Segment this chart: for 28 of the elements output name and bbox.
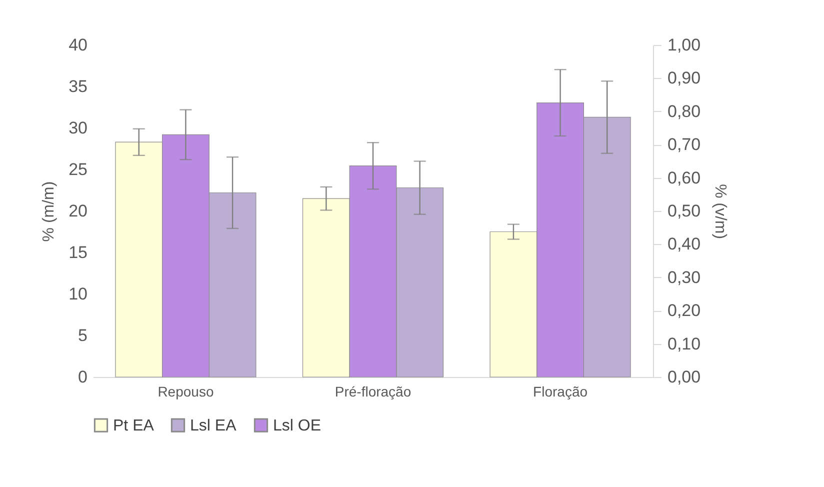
y2-tick-label: 0,10 xyxy=(668,334,701,354)
legend-label: Pt EA xyxy=(113,417,154,434)
y2-tick-label: 0,50 xyxy=(668,202,701,220)
y-tick-label: 15 xyxy=(68,243,88,262)
y-tick-label: 40 xyxy=(68,36,88,54)
y-tick-label: 35 xyxy=(68,77,88,96)
x-tick-label: Floração xyxy=(533,384,588,400)
y-tick-label: 20 xyxy=(68,202,88,220)
y-tick-label: 5 xyxy=(78,326,88,345)
x-tick-label: Pré-floração xyxy=(334,384,412,400)
y-axis-title: % (m/m) xyxy=(40,181,58,242)
y2-tick-label: 0,20 xyxy=(668,301,701,320)
y2-tick-label: 0,60 xyxy=(668,168,701,188)
legend-label: Lsl EA xyxy=(190,417,237,434)
x-tick-label: Repouso xyxy=(158,384,214,400)
y2-axis-title: % (v/m) xyxy=(712,184,729,240)
y2-tick-label: 0,40 xyxy=(668,234,701,254)
y-tick-label: 25 xyxy=(68,160,88,179)
y2-tick-label: 0,00 xyxy=(668,368,701,386)
y2-tick-label: 0,30 xyxy=(668,268,701,287)
y2-tick-label: 1,00 xyxy=(668,36,701,54)
y-tick-label: 30 xyxy=(68,118,88,138)
y-tick-label: 10 xyxy=(68,284,88,304)
y-tick-label: 0 xyxy=(78,368,88,386)
y2-tick-label: 0,80 xyxy=(668,102,701,121)
legend-label: Lsl OE xyxy=(273,417,322,434)
y2-tick-label: 0,90 xyxy=(668,68,701,88)
y2-tick-label: 0,70 xyxy=(668,135,701,154)
